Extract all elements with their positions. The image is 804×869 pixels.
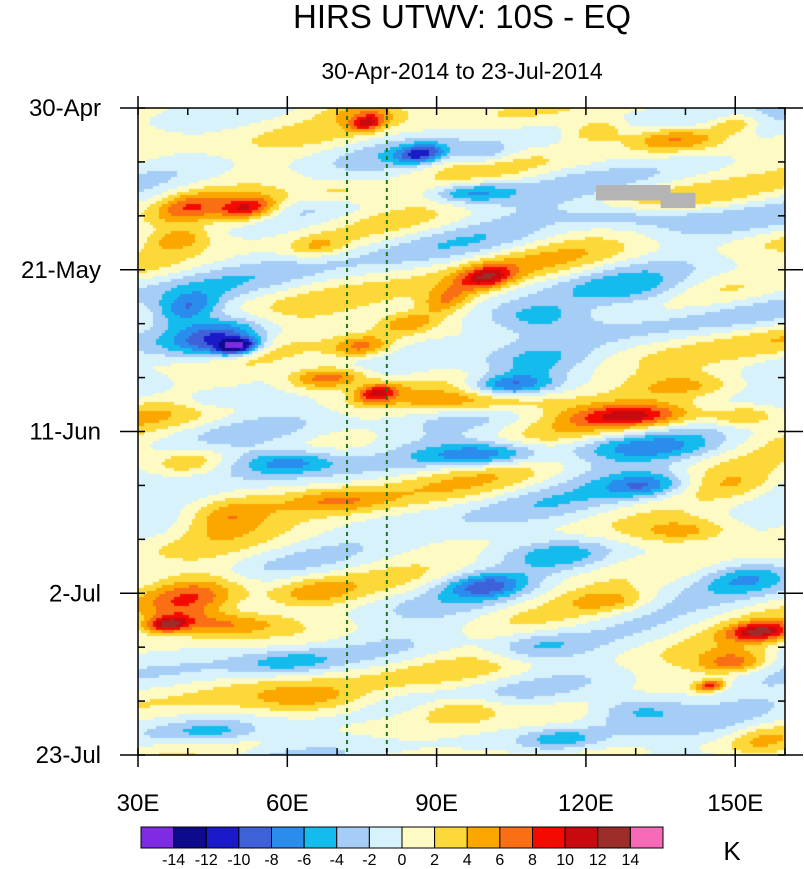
colorbar-label: 14 [621,852,639,869]
y-tick-label: 11-Jun [29,419,101,446]
missing-data-patch [660,192,696,209]
colorbar-label: 8 [528,852,537,869]
colorbar-swatch [271,826,305,849]
colorbar-swatch [336,826,370,849]
chart-title: HIRS UTWV: 10S - EQ [293,0,631,35]
plot-area [137,107,786,756]
colorbar-swatch [238,826,272,849]
colorbar-label: -6 [297,852,311,869]
colorbar-swatch [597,826,631,849]
y-tick-label: 21-May [21,257,101,284]
chart-subtitle: 30-Apr-2014 to 23-Jul-2014 [321,58,602,84]
x-tick-label: 30E [117,790,160,817]
colorbar-label: -14 [162,852,185,869]
colorbar-label: 4 [463,852,472,869]
x-tick-label: 120E [558,790,614,817]
colorbar-label: 10 [556,852,574,869]
colorbar-label: -10 [227,852,250,869]
colorbar-swatch [303,826,338,849]
colorbar-swatch [564,826,599,849]
x-tick-label: 90E [415,790,458,817]
colorbar-swatch [205,826,240,849]
colorbar-swatch [532,826,566,849]
colorbar-label: -2 [362,852,376,869]
y-tick-label: 30-Apr [29,95,101,122]
missing-data-patch [595,185,671,201]
colorbar-swatch [368,826,403,849]
colorbar-label: 6 [495,852,504,869]
colorbar-label: -4 [330,852,344,869]
colorbar-label: 12 [589,852,607,869]
reference-lines [346,108,388,755]
x-tick-label: 60E [266,790,309,817]
colorbar-swatch [466,826,501,849]
axes: 30E 60E 90E 120E 150E 30-Apr 21-May 11-Jun 2-Jul… [21,95,803,817]
y-tick-label: 23-Jul [36,742,101,769]
colorbar-label: 0 [398,852,407,869]
missing-data-layer [595,185,696,209]
x-tick-label: 150E [707,790,763,817]
colorbar-label: -12 [195,852,218,869]
heatmap-field [138,108,785,755]
colorbar-units: K [723,836,741,866]
colorbar-swatch [499,826,533,849]
colorbar-swatch [140,826,175,849]
colorbar-label: 2 [430,852,439,869]
colorbar: -14 -12 -10 -8 -6 -4 -2 0 2 4 6 8 10 12 14 [140,826,664,869]
colorbar-swatch [629,826,664,849]
y-tick-label: 2-Jul [49,580,101,607]
colorbar-label: -8 [264,852,278,869]
colorbar-swatch [401,826,436,849]
colorbar-swatch [173,826,207,849]
colorbar-swatch [434,826,468,849]
